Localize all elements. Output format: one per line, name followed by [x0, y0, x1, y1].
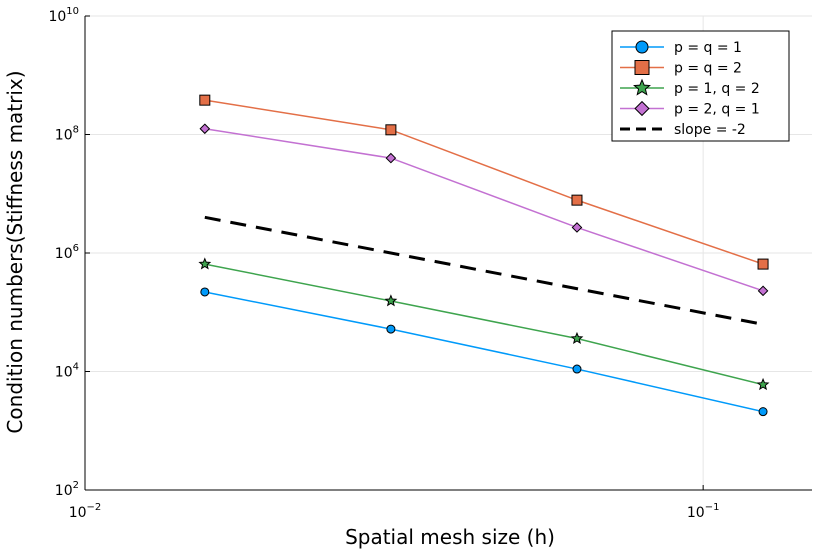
data-point [198, 257, 212, 270]
data-point [199, 123, 211, 135]
y-tick-label-base: 10 [55, 365, 73, 381]
data-point [758, 407, 768, 417]
data-series [198, 94, 770, 417]
x-tick-label-base: 10 [69, 505, 87, 521]
series-line [204, 99, 764, 265]
y-tick-label-base: 10 [55, 128, 73, 144]
legend-label: p = 2, q = 1 [674, 102, 760, 118]
series-line [204, 215, 764, 326]
y-tick-label-exponent: 2 [73, 480, 79, 491]
legend-entry: p = 1, q = 2 [620, 78, 760, 97]
y-tick-label-exponent: 10 [66, 6, 79, 17]
legend-label: slope = -2 [674, 122, 746, 138]
x-tick-label: 10−2 [69, 502, 102, 521]
legend-entry: p = 2, q = 1 [620, 100, 760, 118]
y-tick-label: 108 [55, 125, 79, 144]
y-tick-label-base: 10 [55, 483, 73, 499]
legend: p = q = 1 p = q = 2 p = 1, q = 2 p = 2, q =… [611, 30, 790, 142]
legend-entry: slope = -2 [620, 122, 746, 138]
series-line [204, 291, 764, 413]
x-tick-label: 10−1 [687, 502, 720, 521]
series-3 [198, 257, 770, 391]
data-point [200, 287, 210, 297]
legend-marker [633, 78, 651, 96]
legend-marker [635, 40, 649, 54]
legend-entry: p = q = 1 [620, 40, 742, 56]
axes [84, 15, 812, 491]
legend-marker [634, 100, 650, 117]
data-point [757, 285, 769, 297]
y-tick-label-base: 10 [55, 246, 73, 262]
y-tick-label: 102 [55, 480, 79, 499]
y-tick-label: 1010 [48, 6, 79, 25]
data-point [570, 331, 584, 344]
data-point [384, 294, 398, 307]
y-tick-label: 104 [55, 362, 79, 381]
y-tick-label-exponent: 4 [73, 362, 79, 373]
y-tick-label-exponent: 8 [73, 125, 79, 136]
legend-entry: p = q = 2 [620, 60, 742, 77]
series-5 [204, 215, 764, 326]
series-line [204, 263, 764, 386]
data-point [756, 377, 770, 391]
series-4 [199, 123, 769, 297]
x-axis-title: Spatial mesh size (h) [345, 525, 555, 549]
y-tick-label: 106 [55, 243, 79, 262]
data-point [572, 364, 582, 374]
data-point [571, 222, 583, 233]
series-line [204, 128, 764, 292]
legend-label: p = q = 2 [674, 61, 742, 77]
x-tick-label-exponent: −1 [705, 502, 720, 513]
y-tick-label-base: 10 [48, 9, 66, 25]
data-point [199, 94, 211, 106]
data-point [385, 124, 397, 136]
data-point [757, 258, 769, 270]
legend-label: p = q = 1 [674, 40, 742, 56]
data-point [385, 152, 397, 164]
y-axis-title: Condition numbers(Stiffness matrix) [3, 70, 27, 433]
data-point [386, 324, 396, 334]
y-tick-label-exponent: 6 [73, 243, 79, 254]
x-tick-label-base: 10 [687, 505, 705, 521]
series-1 [200, 287, 768, 417]
legend-marker [634, 60, 650, 75]
x-tick-label-exponent: −2 [87, 502, 102, 513]
legend-label: p = 1, q = 2 [674, 81, 760, 97]
series-2 [199, 94, 769, 270]
data-point [571, 194, 583, 206]
